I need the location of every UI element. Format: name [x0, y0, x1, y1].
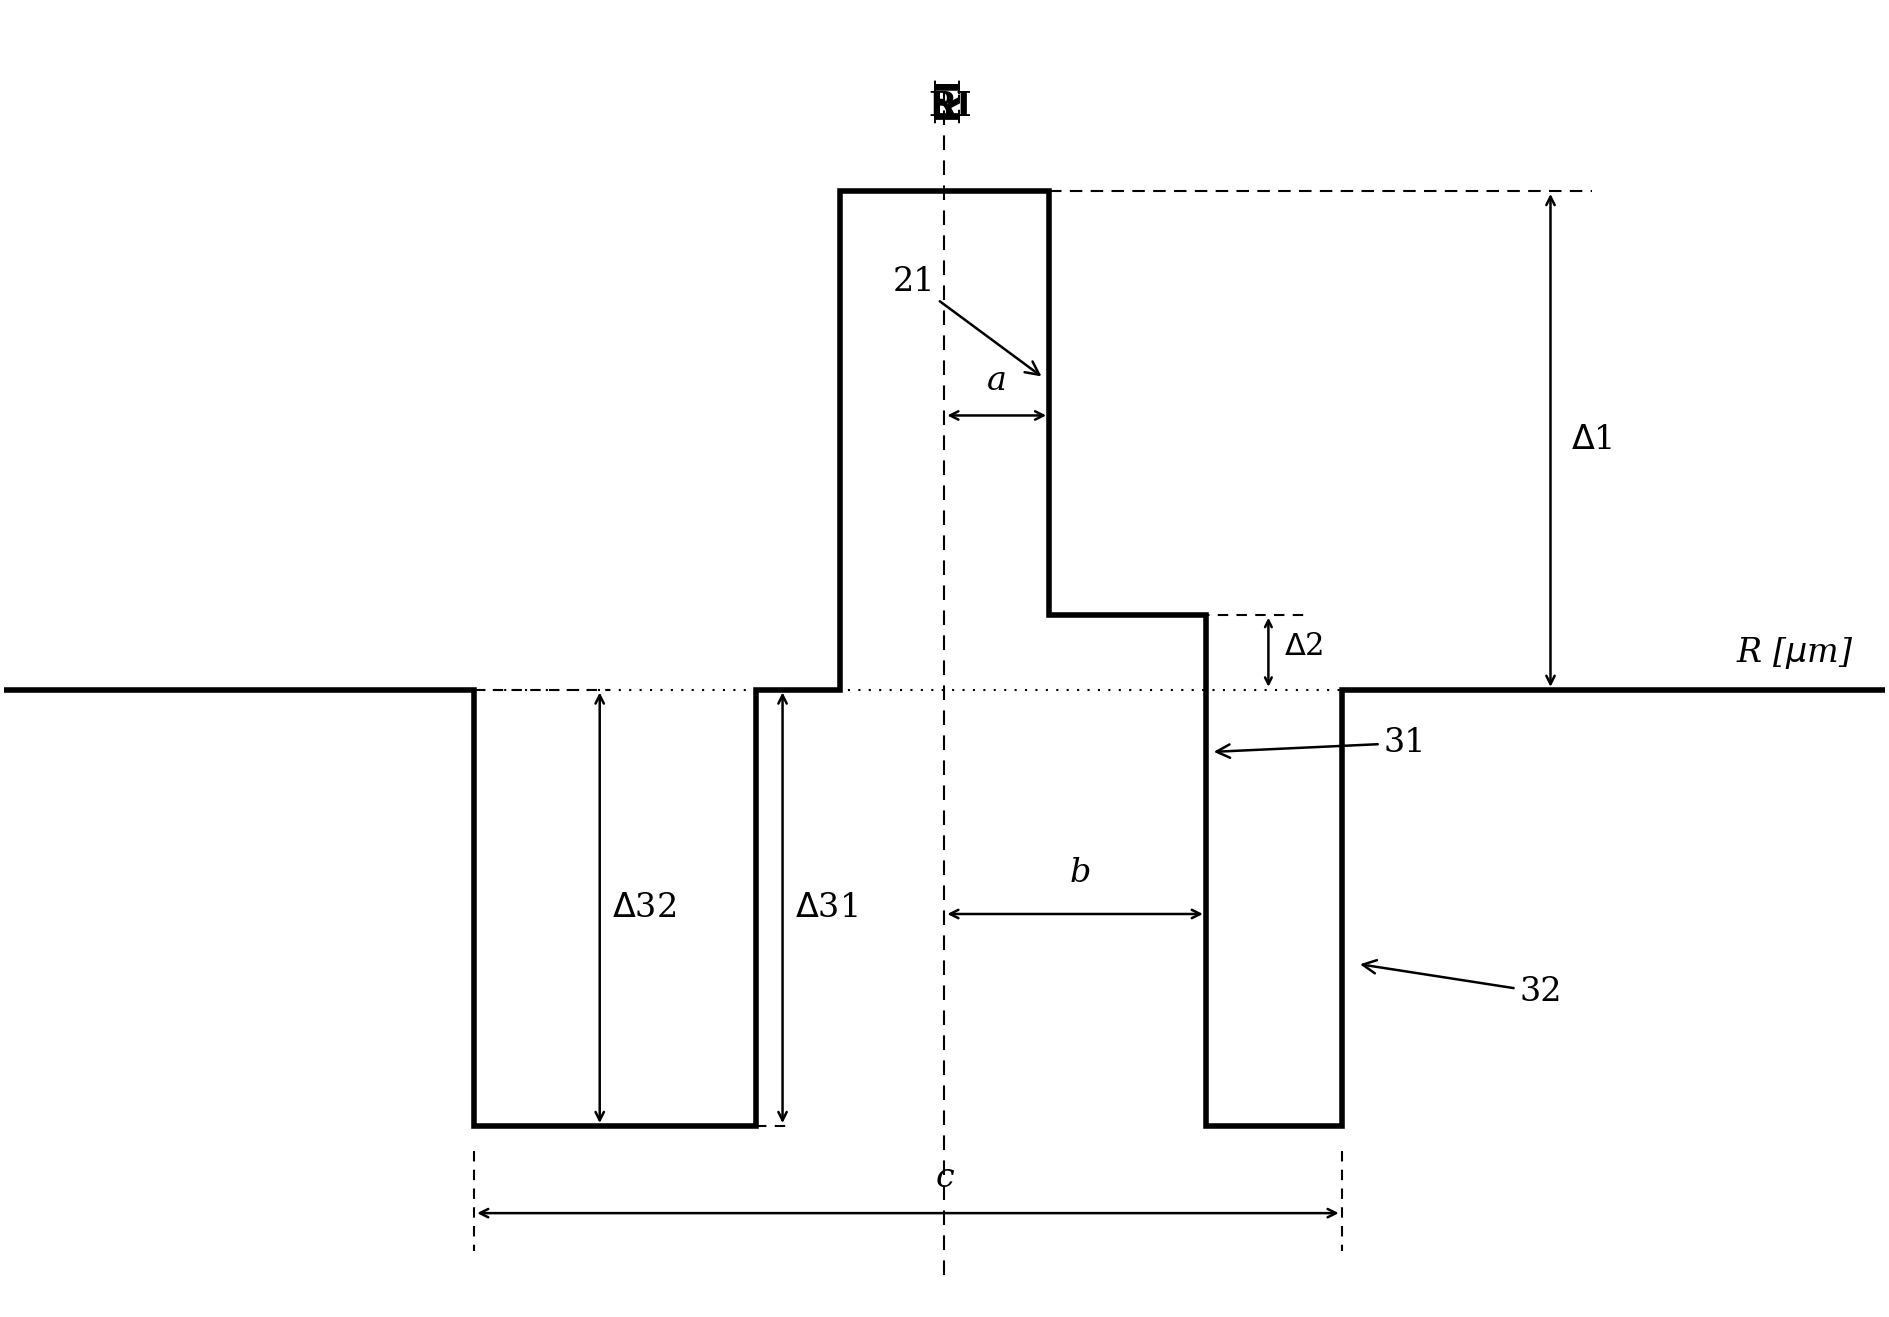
Text: $\Delta$2: $\Delta$2 [1285, 631, 1324, 661]
Text: c: c [935, 1163, 954, 1195]
Text: R [$\mu$m]: R [$\mu$m] [1736, 635, 1853, 670]
Text: 32: 32 [1362, 960, 1562, 1009]
Text: b: b [1069, 857, 1092, 889]
Text: 31: 31 [1217, 727, 1426, 759]
Text: $\Delta$31: $\Delta$31 [795, 892, 858, 923]
Text: 21: 21 [892, 266, 1039, 375]
Text: RI: RI [933, 75, 967, 122]
Text: $\Delta$1: $\Delta$1 [1572, 424, 1613, 457]
Text: $\Delta$32: $\Delta$32 [612, 892, 676, 923]
Text: RI: RI [927, 90, 971, 122]
Text: a: a [986, 365, 1007, 396]
